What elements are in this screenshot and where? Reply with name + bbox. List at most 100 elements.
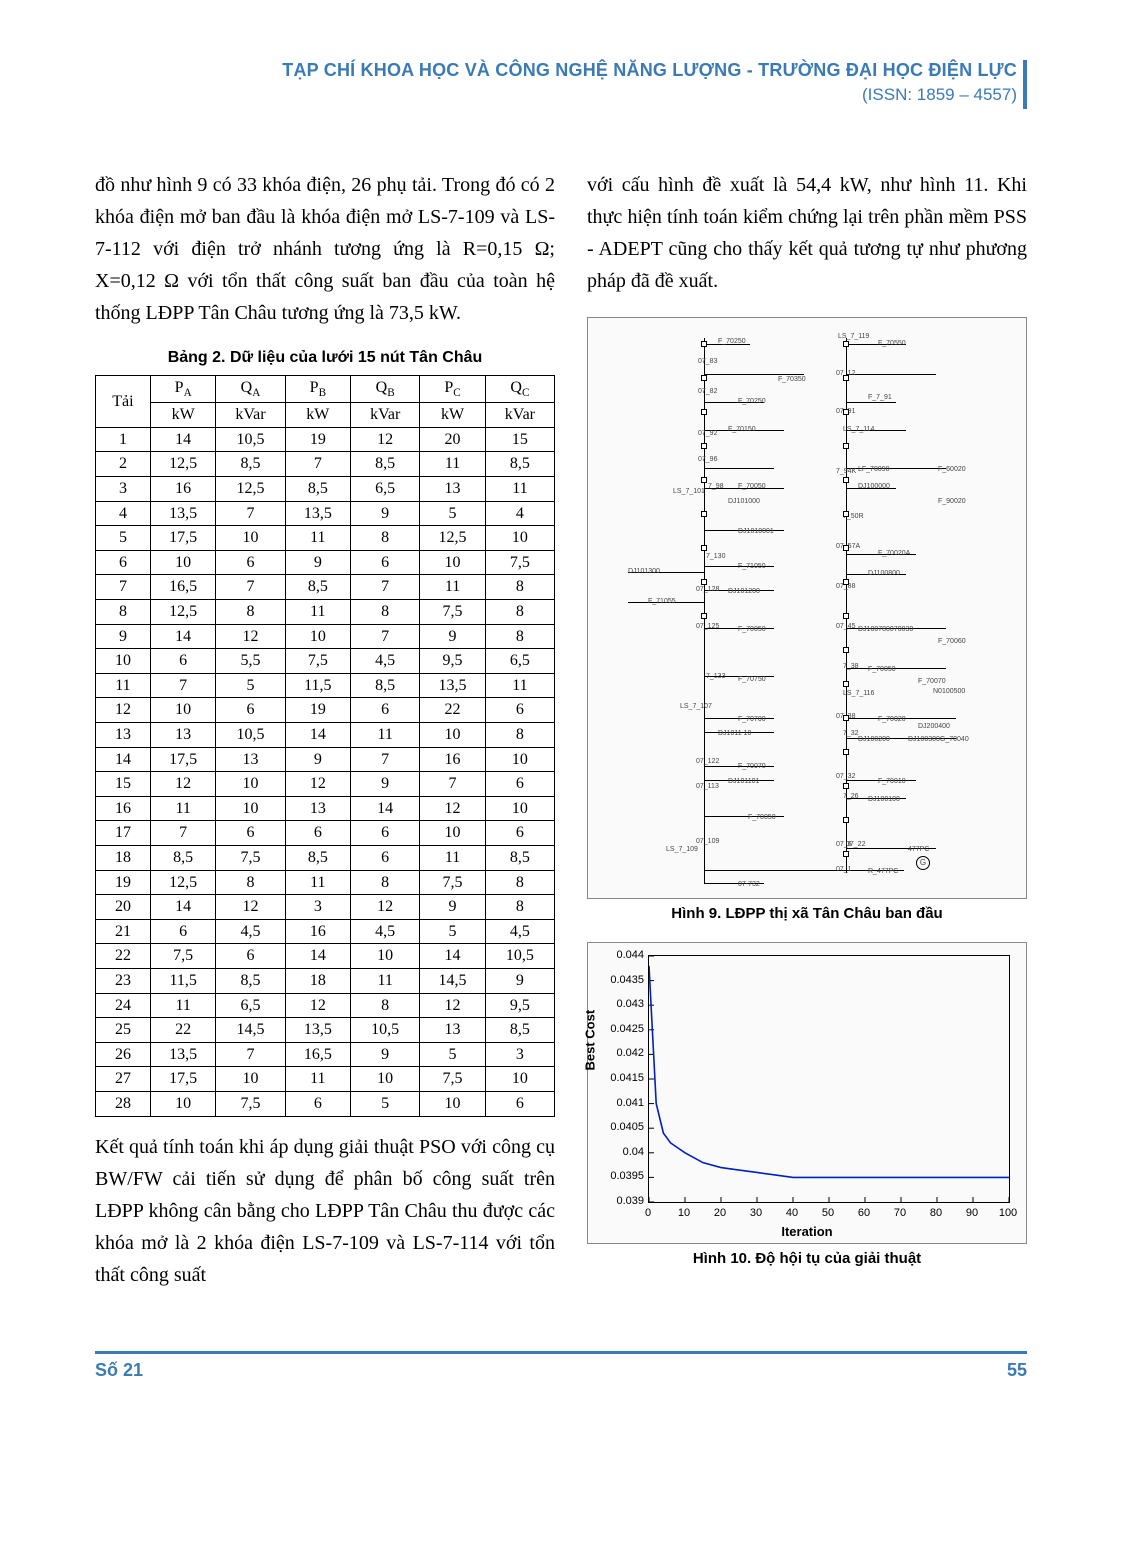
table-cell: 10,5 (351, 1018, 420, 1043)
diagram-node (701, 341, 707, 347)
diagram-label: DJ100800 (868, 570, 900, 577)
table-cell: 12 (285, 772, 351, 797)
table-cell: 13 (420, 477, 486, 502)
table-cell: 7,5 (420, 870, 486, 895)
chart-xtick: 0 (645, 1207, 651, 1219)
table-row: 517,51011812,510 (96, 526, 555, 551)
table-cell: 12 (96, 698, 151, 723)
diagram-node (701, 375, 707, 381)
chart-ytick: 0.0435 (606, 974, 644, 986)
table-cell: 19 (285, 698, 351, 723)
table-row: 177666106 (96, 821, 555, 846)
table-cell: 12,5 (150, 600, 216, 625)
diagram-label: DJ100780070030 (858, 626, 913, 633)
diagram-label: 07_125 (696, 623, 719, 630)
diagram-label: F_71050 (738, 563, 766, 570)
table-cell: 4 (96, 501, 151, 526)
table-cell: 9 (485, 968, 554, 993)
diagram-label: F_60020 (938, 466, 966, 473)
table-cell: 15 (485, 427, 554, 452)
table-cell: 11 (150, 993, 216, 1018)
table-cell: 8 (216, 870, 285, 895)
table-cell: 10 (485, 796, 554, 821)
footer-issue: Số 21 (95, 1360, 143, 1381)
left-paragraph-1: đồ như hình 9 có 33 khóa điện, 26 phụ tả… (95, 169, 555, 329)
diagram-label: DJ101300 (628, 568, 660, 575)
table-cell: 4 (485, 501, 554, 526)
table-cell: 8 (96, 600, 151, 625)
table-cell: 6 (150, 649, 216, 674)
table-cell: 6,5 (485, 649, 554, 674)
table-cell: 11 (420, 575, 486, 600)
table-cell: 3 (96, 477, 151, 502)
diagram-label: 07_45 (836, 623, 855, 630)
table-cell: 11 (285, 870, 351, 895)
diagram-label: LF_70090 (858, 466, 890, 473)
diagram-label: R_477PC (868, 868, 898, 875)
table-cell: 16 (420, 747, 486, 772)
table-cell: 8 (485, 870, 554, 895)
diagram-label: 07_96 (698, 456, 717, 463)
table-cell: 8,5 (351, 452, 420, 477)
table-cell: 6 (150, 919, 216, 944)
table-cell: 6 (285, 1091, 351, 1116)
table-row: 28107,565106 (96, 1091, 555, 1116)
table-cell: 11 (285, 1067, 351, 1092)
chart-xtick: 10 (678, 1207, 690, 1219)
th-kvar1: kVar (216, 403, 285, 428)
table-cell: 9 (285, 747, 351, 772)
diagram-label: LS_7_116 (843, 690, 874, 697)
th-kw3: kW (420, 403, 486, 428)
diagram-label: 477PC (908, 846, 929, 853)
diagram-node (701, 511, 707, 517)
table-cell: 8,5 (485, 452, 554, 477)
diagram-label: DJ100200 (858, 736, 890, 743)
diagram-label: F_90020 (938, 498, 966, 505)
table-cell: 6 (351, 550, 420, 575)
diagram-label: 07_82 (698, 388, 717, 395)
table2-body: 11410,519122015212,58,578,5118,531612,58… (96, 427, 555, 1116)
th-qb: QB (351, 376, 420, 403)
table-cell: 5 (351, 1091, 420, 1116)
table-cell: 12 (351, 895, 420, 920)
th-pb: PB (285, 376, 351, 403)
left-paragraph-2: Kết quả tính toán khi áp dụng giải thuật… (95, 1131, 555, 1291)
page-footer: Số 21 55 (95, 1351, 1027, 1381)
th-kvar2: kVar (351, 403, 420, 428)
diagram-label: DJ100300G_70040 (908, 736, 969, 743)
table-cell: 12 (285, 993, 351, 1018)
table-cell: 7,5 (216, 1091, 285, 1116)
journal-header: TẠP CHÍ KHOA HỌC VÀ CÔNG NGHỆ NĂNG LƯỢNG… (95, 60, 1027, 109)
table-cell: 6 (351, 821, 420, 846)
chart-xtick: 100 (999, 1207, 1017, 1219)
diagram-node (843, 409, 849, 415)
diagram-label: DJ101000 (728, 498, 760, 505)
diagram-node (843, 749, 849, 755)
table-cell: 10 (351, 944, 420, 969)
table-cell: 8 (485, 624, 554, 649)
table-cell: 9 (420, 895, 486, 920)
table-cell: 7,5 (420, 600, 486, 625)
diagram-label: 07_83 (698, 358, 717, 365)
table-row: 9141210798 (96, 624, 555, 649)
diagram-label: LS_7_119 (838, 333, 869, 340)
table-cell: 20 (420, 427, 486, 452)
chart-xtick: 30 (750, 1207, 762, 1219)
table-cell: 10 (150, 698, 216, 723)
journal-issn: (ISSN: 1859 – 4557) (95, 85, 1017, 105)
table-cell: 17,5 (150, 747, 216, 772)
table-cell: 8 (351, 526, 420, 551)
table-cell: 7 (285, 452, 351, 477)
diagram-label: F_70060 (938, 638, 966, 645)
diagram-branch-line (704, 374, 804, 375)
table-cell: 6 (351, 698, 420, 723)
table-cell: 4,5 (216, 919, 285, 944)
table-cell: 8,5 (285, 477, 351, 502)
chart-ytick: 0.041 (606, 1097, 644, 1109)
th-kvar3: kVar (485, 403, 554, 428)
table-cell: 6 (351, 845, 420, 870)
th-tai: Tải (96, 376, 151, 428)
table-cell: 6 (216, 944, 285, 969)
th-pa: PA (150, 376, 216, 403)
table-cell: 21 (96, 919, 151, 944)
